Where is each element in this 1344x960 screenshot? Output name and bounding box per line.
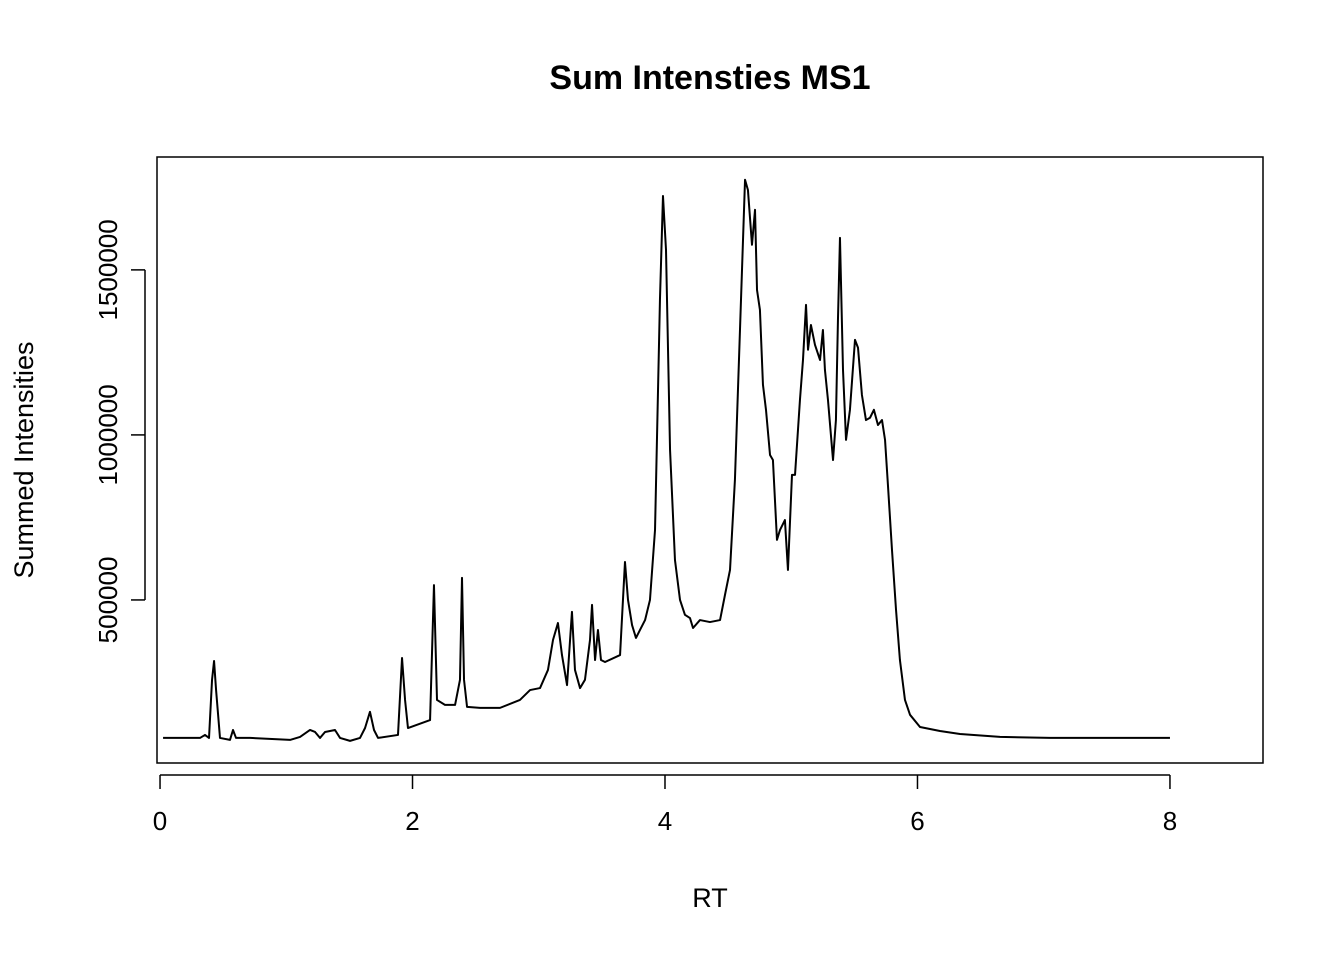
y-axis-label: Summed Intensities xyxy=(9,341,39,578)
x-tick-label: 8 xyxy=(1163,806,1177,836)
y-tick-label: 500000 xyxy=(93,557,123,644)
y-tick-label: 1500000 xyxy=(93,219,123,320)
x-tick-label: 0 xyxy=(153,806,167,836)
chart-title: Sum Intensties MS1 xyxy=(549,59,870,97)
x-tick-label: 2 xyxy=(405,806,419,836)
x-tick-label: 6 xyxy=(910,806,924,836)
x-axis-label: RT xyxy=(692,883,728,913)
data-line xyxy=(163,178,1170,742)
plot-frame xyxy=(156,156,1264,764)
x-tick-label: 4 xyxy=(658,806,672,836)
y-tick-label: 1000000 xyxy=(93,384,123,485)
